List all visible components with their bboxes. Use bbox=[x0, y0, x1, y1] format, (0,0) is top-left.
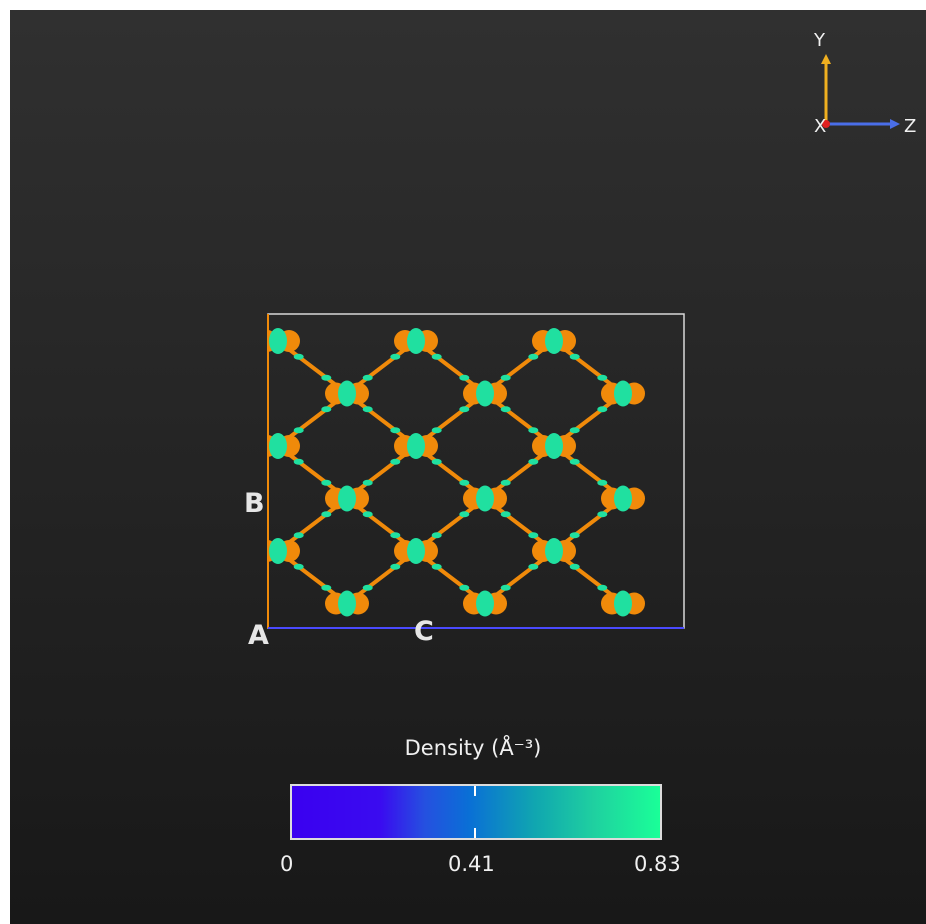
bond-density-lobe bbox=[500, 479, 511, 486]
y-axis-arrowhead bbox=[821, 54, 831, 64]
density-lobe bbox=[614, 485, 632, 512]
z-axis-label: Z bbox=[904, 116, 916, 137]
colorbar-gradient bbox=[292, 786, 660, 838]
bond-density-lobe bbox=[569, 353, 580, 360]
bond-density-lobe bbox=[362, 479, 373, 486]
bond-density-lobe bbox=[293, 532, 304, 539]
bond-density-lobe bbox=[459, 584, 470, 591]
3d-viewport[interactable]: Y Z X B A C Density (Å⁻³) 0 0.41 0.83 bbox=[10, 10, 926, 924]
bond-density-lobe bbox=[597, 479, 608, 486]
atoms-layer bbox=[268, 328, 645, 617]
bond-density-lobe bbox=[293, 458, 304, 465]
colorbar-mid-tick-bottom bbox=[474, 828, 476, 838]
bond-density-lobe bbox=[362, 374, 373, 381]
bond-density-lobe bbox=[569, 563, 580, 570]
bond-density-lobe bbox=[459, 374, 470, 381]
bond-density-lobe bbox=[569, 458, 580, 465]
axis-triad: Y Z X bbox=[813, 30, 916, 137]
bond-density-lobe bbox=[528, 532, 539, 539]
density-lobe bbox=[407, 328, 425, 354]
unit-cell-box bbox=[267, 313, 685, 629]
bond-density-lobe bbox=[597, 584, 608, 591]
bond-density-lobe bbox=[293, 427, 304, 434]
density-lobe bbox=[338, 485, 356, 512]
bond-density-lobe bbox=[459, 511, 470, 518]
x-axis-label: X bbox=[814, 116, 826, 137]
density-lobe bbox=[407, 538, 425, 564]
bond-density-lobe bbox=[431, 458, 442, 465]
bond-density-lobe bbox=[528, 458, 539, 465]
cell-label-c: C bbox=[414, 616, 434, 647]
bond-density-lobe bbox=[362, 406, 373, 413]
density-lobe bbox=[269, 538, 287, 564]
bond-density-lobe bbox=[431, 427, 442, 434]
density-lobe bbox=[338, 590, 356, 617]
cell-label-a: A bbox=[248, 620, 269, 651]
legend-max-label: 0.83 bbox=[634, 852, 681, 876]
bond-density-lobe bbox=[528, 353, 539, 360]
bond-density-lobe bbox=[431, 532, 442, 539]
bond-density-lobe bbox=[321, 406, 332, 413]
bond-density-lobe bbox=[459, 479, 470, 486]
density-lobe bbox=[407, 433, 425, 459]
legend-min-label: 0 bbox=[280, 852, 294, 876]
bond-density-lobe bbox=[459, 406, 470, 413]
bond-density-lobe bbox=[321, 584, 332, 591]
bond-density-lobe bbox=[321, 479, 332, 486]
bond-density-lobe bbox=[390, 353, 401, 360]
bond-density-lobe bbox=[293, 563, 304, 570]
density-lobe bbox=[269, 328, 287, 354]
density-lobe bbox=[476, 485, 494, 512]
bond-density-lobe bbox=[569, 427, 580, 434]
bond-density-lobe bbox=[569, 532, 580, 539]
bond-density-lobe bbox=[597, 374, 608, 381]
bond-density-lobe bbox=[431, 563, 442, 570]
bond-density-lobe bbox=[321, 511, 332, 518]
bond-density-lobe bbox=[528, 563, 539, 570]
bond-density-lobe bbox=[528, 427, 539, 434]
bond-density-lobe bbox=[597, 406, 608, 413]
bond-density-lobe bbox=[362, 584, 373, 591]
bond-density-lobe bbox=[390, 532, 401, 539]
colorbar-mid-tick-top bbox=[474, 786, 476, 796]
crystal-structure[interactable] bbox=[240, 300, 690, 640]
bond-density-lobe bbox=[321, 374, 332, 381]
density-lobe bbox=[338, 380, 356, 407]
legend-mid-label: 0.41 bbox=[448, 852, 495, 876]
bond-density-lobe bbox=[500, 406, 511, 413]
density-lobe bbox=[269, 433, 287, 459]
bond-density-lobe bbox=[390, 458, 401, 465]
density-lobe bbox=[476, 590, 494, 617]
x-axis-dot bbox=[822, 120, 830, 128]
bond-density-lobe bbox=[293, 353, 304, 360]
density-colorbar bbox=[290, 784, 662, 840]
bonds-layer bbox=[276, 339, 625, 606]
density-lobe bbox=[476, 380, 494, 407]
bond-density-lobe bbox=[597, 511, 608, 518]
z-axis-arrowhead bbox=[890, 119, 900, 129]
bond-density-lobe bbox=[362, 511, 373, 518]
legend-title: Density (Å⁻³) bbox=[404, 736, 542, 760]
density-lobe bbox=[545, 328, 563, 354]
bond-density-lobe bbox=[500, 584, 511, 591]
density-lobe bbox=[545, 538, 563, 564]
bond-density-lobe bbox=[390, 563, 401, 570]
density-lobe bbox=[614, 380, 632, 407]
y-axis-label: Y bbox=[813, 30, 826, 51]
bond-density-lobe bbox=[500, 511, 511, 518]
bond-density-lobe bbox=[431, 353, 442, 360]
bond-density-lobe bbox=[390, 427, 401, 434]
cell-label-b: B bbox=[244, 488, 265, 519]
density-lobe bbox=[545, 433, 563, 459]
density-lobe bbox=[614, 590, 632, 617]
bond-density-lobe bbox=[500, 374, 511, 381]
